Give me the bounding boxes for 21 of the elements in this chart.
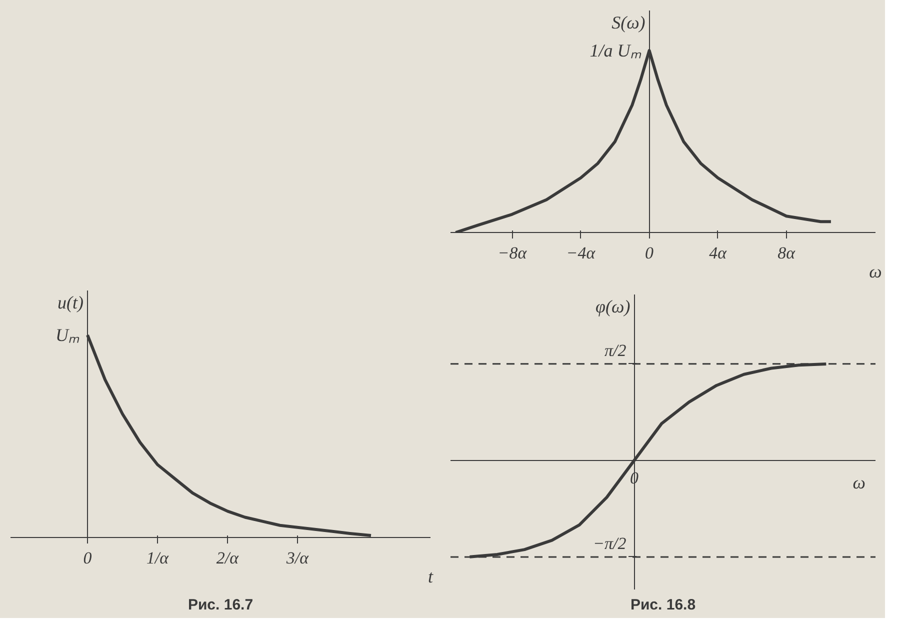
- x-axis-title: t: [428, 566, 434, 586]
- x-tick-label: −8α: [498, 244, 528, 262]
- y-tick-label: −π/2: [593, 534, 627, 553]
- x-tick-label: 0: [83, 548, 92, 568]
- x-tick-label: 1/α: [146, 548, 170, 568]
- x-axis-title: ω: [852, 472, 866, 492]
- x-axis-title: ω: [869, 262, 882, 282]
- x-tick-label: 4α: [709, 244, 728, 262]
- annotation: 1/a Uₘ: [590, 40, 642, 61]
- y-tick-label: π/2: [604, 340, 627, 360]
- y-axis-title: S(ω): [612, 12, 646, 32]
- annotation: Uₘ: [56, 325, 80, 346]
- y-axis-title: φ(ω): [596, 296, 630, 316]
- x-tick-label: 2/α: [216, 548, 240, 568]
- x-tick-label: −4α: [566, 244, 596, 262]
- text: Рис. 16.8: [630, 596, 696, 614]
- x-tick-label: 8α: [778, 244, 796, 262]
- y-axis-title: u(t): [58, 292, 84, 312]
- x-tick-label: 3/α: [285, 548, 310, 568]
- text: Рис. 16.7: [188, 596, 254, 614]
- x-tick-label: 0: [645, 244, 654, 262]
